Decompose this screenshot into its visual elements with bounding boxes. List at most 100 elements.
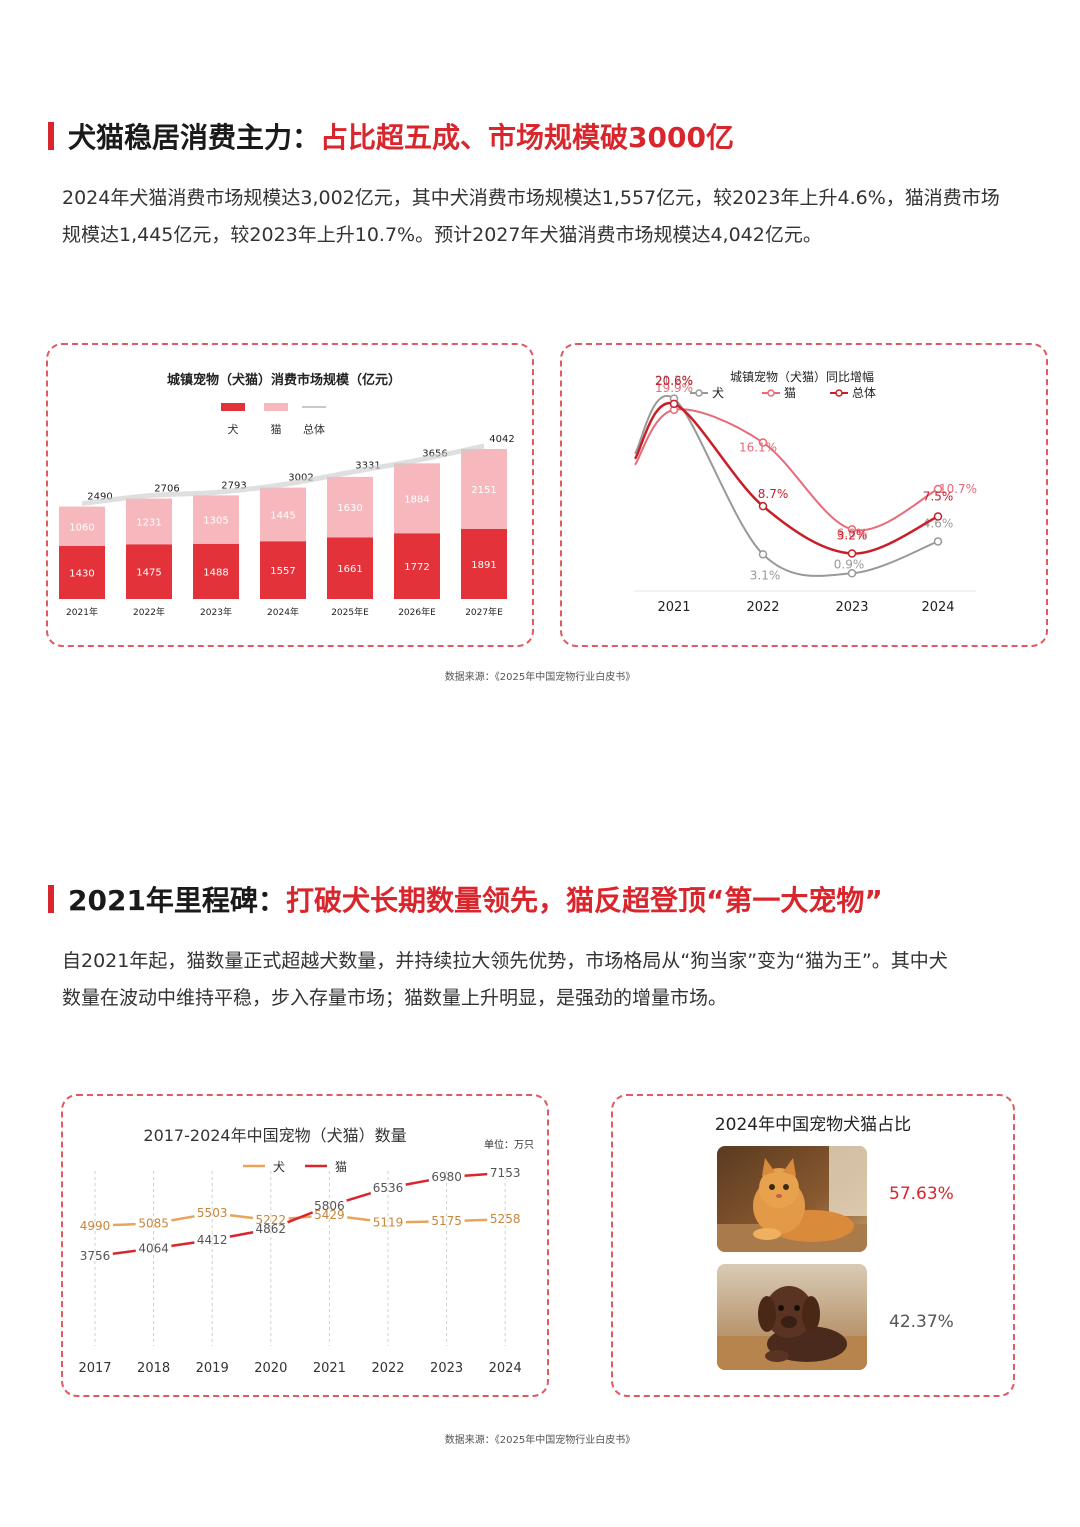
- label-cat-2027年E: 2151: [471, 485, 496, 496]
- bar-dog-2021年: [59, 545, 105, 599]
- bar-cat-2024年: [260, 487, 306, 542]
- tick-2021: 2021: [313, 1361, 346, 1376]
- label-dog-2024年: 1557: [270, 566, 295, 577]
- share-card: 2024年中国宠物犬猫占比 57.63%: [611, 1094, 1015, 1397]
- tick-2023: 2023: [430, 1361, 463, 1376]
- segment-犬-6: [464, 1218, 488, 1222]
- segment-猫-4: [346, 1191, 372, 1202]
- tick-2021年: 2021年: [66, 606, 98, 618]
- legend-label-0: 犬: [273, 1160, 285, 1174]
- section2-paragraph: 自2021年起，猫数量正式超越犬数量，并持续拉大领先优势，市场格局从“狗当家”变…: [62, 943, 1028, 1017]
- segment-犬-4: [347, 1216, 371, 1222]
- title-accent-bar: [48, 122, 54, 150]
- dog-share-label: 42.37%: [889, 1312, 954, 1332]
- label-猫-2021: 5806: [314, 1199, 345, 1213]
- point-猫-2023: [847, 525, 857, 534]
- label-dog-2025年E: 1661: [337, 564, 362, 575]
- label-total-2025年E: 3331: [355, 460, 380, 471]
- label-cat-2024年: 1445: [270, 510, 295, 521]
- point-犬-2024: [933, 537, 943, 546]
- label-dog-2027年E: 1891: [471, 560, 496, 571]
- tick-2025年E: 2025年E: [331, 606, 369, 618]
- label-犬-2021: 5429: [314, 1208, 345, 1222]
- label-犬-2019: 5503: [197, 1206, 228, 1220]
- segment-犬-0: [112, 1222, 136, 1227]
- segment-犬-1: [171, 1215, 195, 1222]
- label-犬-2022: 5119: [373, 1216, 404, 1230]
- segment-猫-2: [229, 1231, 254, 1238]
- section2-paragraph-line2: 数量在波动中维持平稳，步入存量市场；猫数量上升明显，是强劲的增量市场。: [62, 987, 728, 1009]
- section1-title-red: 占比超五成、市场规模破3000亿: [320, 121, 734, 154]
- cat-photo-icon: [717, 1146, 867, 1252]
- tick-2022: 2022: [371, 1361, 404, 1376]
- section2-paragraph-line1: 自2021年起，猫数量正式超越犬数量，并持续拉大领先优势，市场格局从“狗当家”变…: [62, 950, 948, 972]
- legend-label-2: 总体: [303, 422, 325, 436]
- label-犬-2023: 5175: [431, 1214, 462, 1228]
- bar-cat-2023年: [193, 495, 239, 544]
- segment-犬-2: [229, 1214, 254, 1220]
- label-dog-2026年E: 1772: [404, 562, 429, 573]
- section1-title-black: 犬猫稳居消费主力：: [68, 121, 321, 154]
- chart-unit: 单位：万只: [484, 1138, 534, 1151]
- label-cat-2026年E: 1884: [404, 494, 429, 505]
- label-总体-2021: 20.6%: [655, 374, 693, 388]
- legend-label-1: 猫: [335, 1160, 347, 1174]
- legend-swatch-0: [221, 403, 245, 411]
- point-犬-2022: [758, 550, 768, 559]
- label-猫-2023: 6980: [431, 1170, 462, 1184]
- tick-2026年E: 2026年E: [398, 606, 436, 618]
- tick-2024: 2024: [489, 1361, 522, 1376]
- label-cat-2022年: 1231: [136, 517, 161, 528]
- bar-dog-2024年: [260, 541, 306, 599]
- legend-label-2: 总体: [852, 386, 876, 400]
- label-total-2023年: 2793: [221, 480, 246, 491]
- dog-photo-icon: [717, 1264, 867, 1370]
- label-猫-2020: 4862: [256, 1222, 287, 1236]
- point-犬-2023: [847, 569, 857, 578]
- label-猫-2024: 10.7%: [939, 482, 977, 496]
- label-猫-2018: 4064: [138, 1241, 169, 1255]
- bar-dog-2027年E: [461, 528, 507, 599]
- label-cat-2021年: 1060: [69, 522, 94, 533]
- legend-marker-2: [835, 389, 843, 397]
- tick-2017: 2017: [78, 1361, 111, 1376]
- label-猫-2024: 7153: [490, 1166, 521, 1180]
- market-size-chart: 城镇宠物（犬猫）消费市场规模（亿元） 犬 猫 总体 1430 1060 2490 2021年 1…: [59, 372, 515, 618]
- tick-2018: 2018: [137, 1361, 170, 1376]
- point-猫-2024: [933, 484, 943, 494]
- source-note-1: 数据来源：《2025年中国宠物行业白皮书》: [444, 672, 636, 683]
- chart-title: 城镇宠物（犬猫）同比增幅: [730, 369, 874, 384]
- label-total-2024年: 3002: [288, 473, 313, 484]
- label-猫-2022: 16.1%: [739, 441, 777, 455]
- tick-2027年E: 2027年E: [465, 606, 503, 618]
- label-犬-2020: 5222: [256, 1213, 287, 1227]
- growth-card: 城镇宠物（犬猫）同比增幅犬 猫 总体 2021 2022 2023 2024 21.2% 3.1…: [560, 343, 1048, 647]
- tick-2023: 2023: [835, 600, 868, 615]
- label-猫-2021: 19.9%: [655, 381, 693, 395]
- tick-2019: 2019: [196, 1361, 229, 1376]
- bar-cat-2027年E: [461, 449, 507, 529]
- tick-2023年: 2023年: [200, 606, 232, 618]
- market-size-card: 城镇宠物（犬猫）消费市场规模（亿元） 犬 猫 总体 1430 1060 2490 2021年 1…: [46, 343, 534, 647]
- label-dog-2021年: 1430: [69, 568, 94, 579]
- legend-marker-0: [695, 389, 703, 397]
- point-总体-2022: [758, 501, 768, 511]
- label-猫-2022: 6536: [373, 1181, 404, 1195]
- tick-2020: 2020: [254, 1361, 287, 1376]
- section2-title-black: 2021年里程碑：: [68, 884, 286, 917]
- segment-猫-1: [171, 1241, 195, 1248]
- segment-猫-5: [405, 1179, 430, 1186]
- label-猫-2023: 6.0%: [837, 526, 868, 540]
- legend-swatch-1: [264, 403, 288, 411]
- bar-cat-2025年E: [327, 476, 373, 538]
- legend-label-1: 猫: [784, 386, 796, 400]
- section1-paragraph: 2024年犬猫消费市场规模达3,002亿元，其中犬消费市场规模达1,557亿元，…: [62, 180, 1028, 254]
- tick-2024: 2024: [921, 600, 954, 615]
- section2-title-red: 打破犬长期数量领先，猫反超登顶“第一大宠物”: [285, 884, 883, 917]
- label-total-2026年E: 3656: [422, 448, 447, 459]
- section1-paragraph-line2: 规模达1,445亿元，较2023年上升10.7%。预计2027年犬猫消费市场规模…: [62, 224, 822, 246]
- share-chart-title: 2024年中国宠物犬猫占比: [714, 1115, 912, 1135]
- label-total-2027年E: 4042: [489, 434, 514, 445]
- label-dog-2022年: 1475: [136, 568, 161, 579]
